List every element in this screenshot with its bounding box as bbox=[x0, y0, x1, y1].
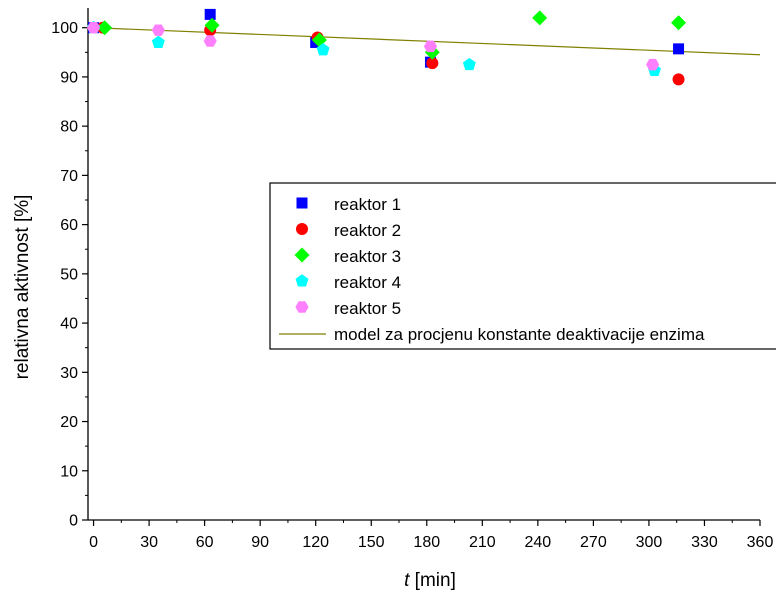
ticks: 0 30 60 90 120 150 180 210 240 270 300 330 360 0 10 20 3… bbox=[51, 20, 773, 551]
data-point bbox=[151, 35, 165, 48]
y-tick-label: 60 bbox=[60, 217, 78, 234]
y-tick-label: 40 bbox=[60, 316, 78, 333]
y-tick-label: 50 bbox=[60, 266, 78, 283]
x-axis-title-italic: t bbox=[404, 570, 410, 591]
y-tick-label: 90 bbox=[60, 69, 78, 86]
legend-box bbox=[269, 182, 776, 350]
data-point bbox=[671, 15, 687, 31]
x-tick-label: 210 bbox=[469, 534, 496, 551]
legend-label: reaktor 3 bbox=[334, 247, 401, 266]
data-point bbox=[86, 21, 101, 34]
legend-label: reaktor 4 bbox=[334, 273, 401, 292]
data-point bbox=[316, 43, 330, 56]
data-point bbox=[462, 57, 476, 71]
x-tick-label: 270 bbox=[580, 534, 607, 551]
data-point bbox=[426, 57, 439, 70]
data-point bbox=[673, 43, 685, 55]
x-axis-title: t [min] bbox=[404, 570, 456, 591]
x-tick-label: 330 bbox=[691, 534, 718, 551]
x-tick-label: 300 bbox=[636, 534, 663, 551]
x-axis-title-unit: [min] bbox=[409, 570, 455, 591]
x-tick-label: 60 bbox=[196, 534, 214, 551]
y-tick-label: 0 bbox=[69, 513, 78, 530]
x-tick-label: 120 bbox=[302, 534, 329, 551]
y-tick-label: 70 bbox=[60, 168, 78, 185]
y-tick-label: 30 bbox=[60, 365, 78, 382]
legend-label: reaktor 5 bbox=[334, 299, 401, 318]
data-points bbox=[86, 8, 687, 86]
y-axis-title: relativna aktivnost [%] bbox=[12, 195, 33, 380]
legend-marker bbox=[296, 197, 308, 209]
legend-marker bbox=[295, 301, 309, 313]
x-tick-label: 360 bbox=[747, 534, 774, 551]
x-tick-label: 150 bbox=[358, 534, 385, 551]
data-point bbox=[532, 10, 548, 26]
x-tick-label: 240 bbox=[524, 534, 551, 551]
x-tick-label: 90 bbox=[251, 534, 269, 551]
x-tick-label: 30 bbox=[140, 534, 158, 551]
legend-label: reaktor 1 bbox=[334, 195, 401, 214]
legend-label: model za procjenu konstante deaktivacije… bbox=[334, 325, 705, 344]
data-point bbox=[646, 58, 660, 71]
y-tick-label: 100 bbox=[51, 20, 78, 37]
legend: reaktor 1 reaktor 2 reaktor 3 reaktor 4 reak… bbox=[269, 182, 776, 350]
x-tick-label: 0 bbox=[89, 534, 98, 551]
data-point bbox=[151, 24, 165, 36]
x-tick-label: 180 bbox=[413, 534, 440, 551]
legend-marker bbox=[295, 274, 309, 287]
y-tick-label: 80 bbox=[60, 119, 78, 136]
legend-marker bbox=[294, 247, 310, 263]
y-tick-label: 10 bbox=[60, 463, 78, 480]
data-point bbox=[672, 73, 685, 86]
data-point bbox=[423, 40, 438, 53]
data-point bbox=[204, 17, 220, 33]
data-point bbox=[203, 35, 217, 47]
y-tick-label: 20 bbox=[60, 414, 78, 431]
data-point bbox=[97, 20, 113, 36]
data-point bbox=[204, 8, 216, 20]
legend-marker bbox=[296, 223, 308, 235]
axes bbox=[87, 8, 760, 521]
legend-label: reaktor 2 bbox=[334, 221, 401, 240]
